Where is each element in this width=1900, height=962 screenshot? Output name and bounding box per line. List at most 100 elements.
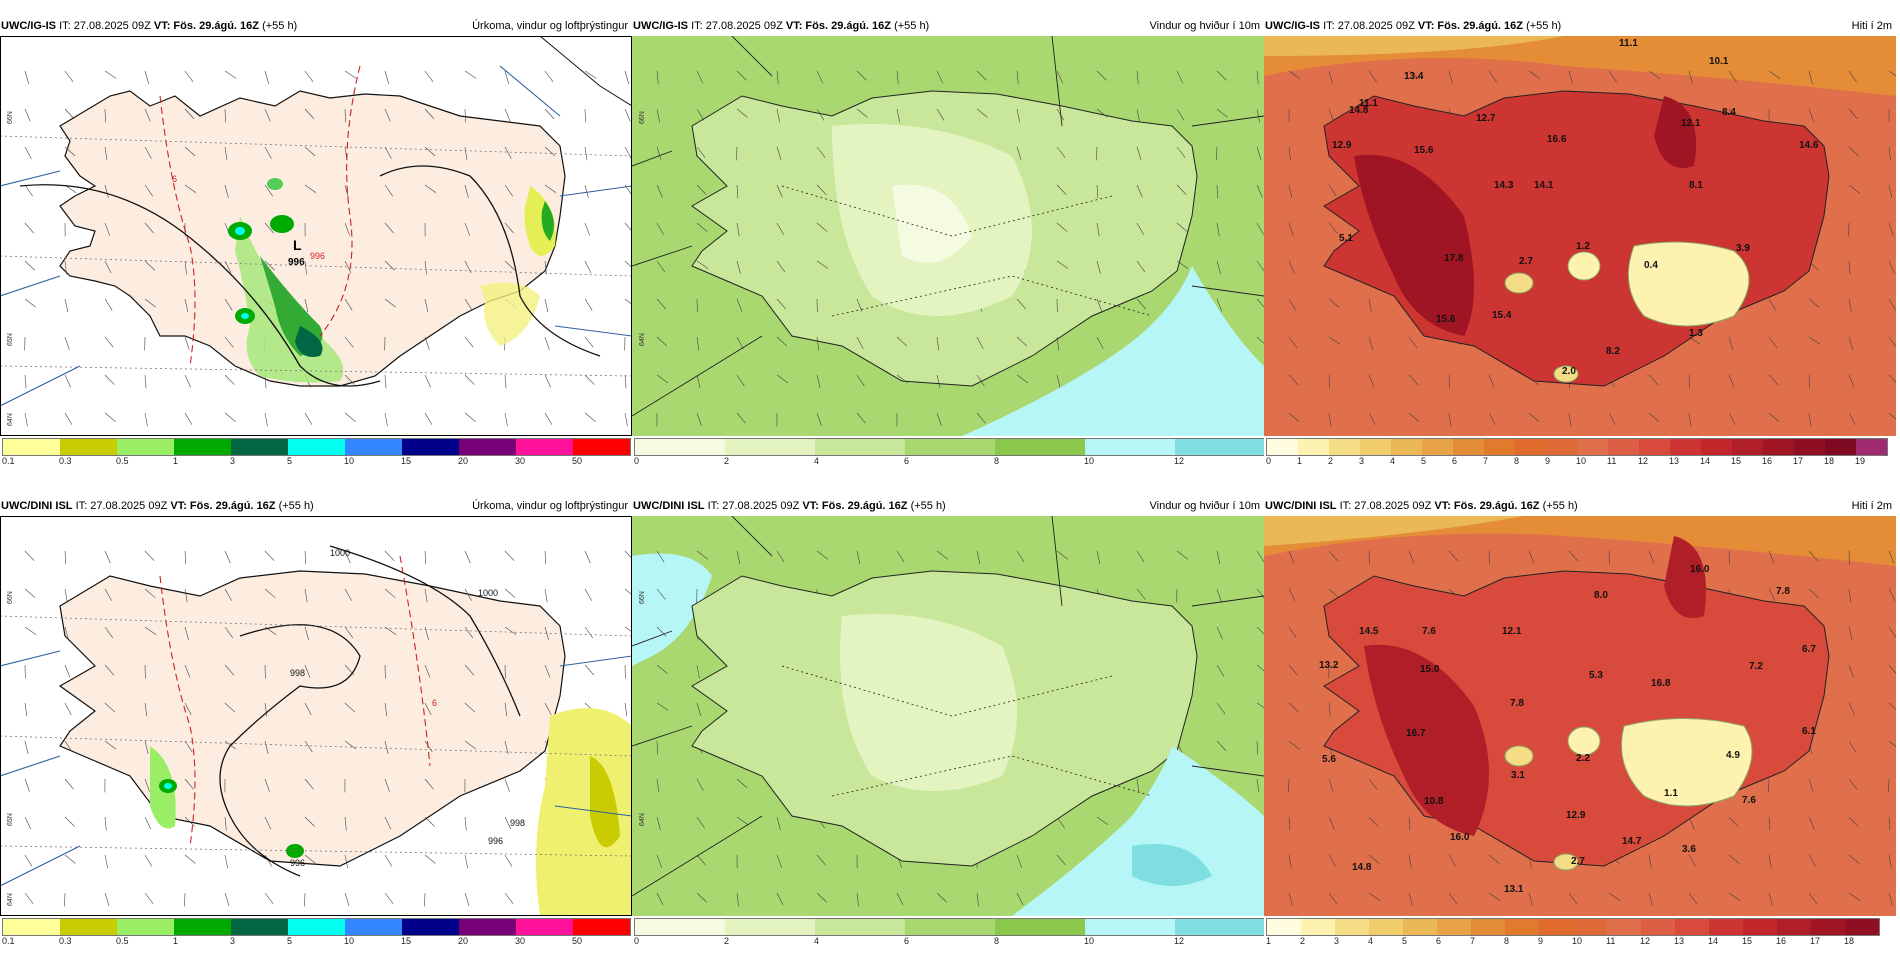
- wind-arrow: [224, 298, 233, 311]
- colorbar-tick: 4: [1368, 936, 1374, 946]
- wind-arrow: [464, 146, 468, 161]
- wind-arrow: [544, 298, 549, 313]
- temperature-label: 16.6: [1547, 134, 1567, 145]
- wind-arrow: [104, 412, 116, 422]
- wind-arrow: [1256, 550, 1264, 563]
- map-svg: 66N 64N: [632, 516, 1264, 916]
- wind-arrow: [624, 374, 627, 389]
- wind-arrow: [1328, 184, 1337, 197]
- wind-arrow: [184, 374, 191, 388]
- wind-arrow: [736, 778, 748, 789]
- colorbar-cell: [1335, 919, 1369, 935]
- precip-cell-core: [235, 227, 245, 235]
- wind-arrow: [104, 740, 116, 750]
- wind-arrow: [24, 892, 34, 904]
- colorbar-cell: [1608, 439, 1639, 455]
- wind-arrow: [1328, 702, 1331, 717]
- wind-arrow: [656, 108, 660, 123]
- wind-arrow: [224, 854, 228, 869]
- temperature-label: 15.0: [1420, 664, 1440, 675]
- colorbar-wind: 0 2 4 6 8 10 12: [632, 916, 1266, 950]
- colorbar-cell: [1085, 919, 1175, 935]
- isobar-label: 1000: [478, 588, 498, 598]
- panel-dini-wind: UWC/DINI ISL IT: 27.08.2025 09Z VT: Fös.…: [632, 496, 1266, 962]
- temperature-label: 3.1: [1511, 770, 1525, 781]
- lat-label: 64N: [7, 413, 14, 426]
- wind-arrow: [104, 702, 116, 713]
- wind-arrow: [1688, 412, 1692, 427]
- colorbar-cell: [1175, 919, 1265, 935]
- wind-arrow: [384, 588, 396, 598]
- wind-arrow: [384, 626, 397, 635]
- wind-arrow: [1408, 550, 1415, 564]
- wind-arrow: [344, 260, 352, 274]
- wind-arrow: [584, 550, 591, 564]
- wind-arrow: [896, 336, 908, 347]
- wind-arrow: [144, 146, 152, 159]
- init-time: IT: 27.08.2025 09Z: [1339, 500, 1432, 512]
- colorbar-tick: 0: [634, 936, 640, 946]
- wind-arrow: [304, 816, 315, 827]
- wind-arrow: [424, 664, 431, 678]
- temperature-label: 13.1: [1504, 884, 1524, 895]
- wind-arrow: [1216, 550, 1221, 565]
- temperature-label: 11.1: [1619, 38, 1638, 49]
- colorbar-cell: [1573, 919, 1607, 935]
- wind-arrow: [264, 588, 276, 598]
- isobar-black: [379, 165, 601, 357]
- panel-title: Úrkoma, vindur og loftþrýstingur: [472, 500, 628, 512]
- panel-title: Vindur og hviður í 10m: [1149, 500, 1260, 512]
- colorbar-tick: 12: [1174, 456, 1185, 466]
- wind-arrow: [1016, 854, 1022, 868]
- colorbar-cell: [288, 919, 345, 935]
- wind-arrow: [1176, 184, 1187, 195]
- colorbar-tick: 10: [1576, 456, 1587, 466]
- wind-arrow: [1216, 626, 1223, 640]
- wind-arrow: [384, 184, 393, 197]
- precip-core-east: [590, 756, 620, 848]
- wind-arrow: [144, 892, 154, 904]
- lat-label: 64N: [639, 813, 646, 826]
- colorbar-cell: [174, 439, 231, 455]
- wind-arrow: [504, 664, 506, 679]
- wind-arrow: [1848, 374, 1855, 388]
- isobar-label: 998: [290, 668, 305, 678]
- wind-arrow: [1136, 222, 1144, 235]
- wind-arrow: [1888, 336, 1896, 348]
- colorbar-cell: [905, 919, 995, 935]
- wind-arrow: [936, 550, 948, 560]
- wind-arrow: [656, 146, 662, 160]
- wind-arrow: [464, 702, 476, 713]
- wind-arrow: [464, 892, 470, 906]
- wind-arrow: [1608, 892, 1621, 901]
- wind-arrow: [1328, 550, 1339, 562]
- wind-arrow: [1096, 108, 1108, 118]
- wind-arrow: [1216, 664, 1225, 677]
- panel-header: UWC/DINI ISL IT: 27.08.2025 09Z VT: Fös.…: [0, 496, 632, 516]
- wind-arrow: [976, 108, 988, 118]
- wind-arrow: [1768, 588, 1776, 602]
- wind-arrow: [1216, 260, 1221, 275]
- colorbar-tick: 2: [724, 456, 730, 466]
- wind-arrow: [736, 550, 741, 565]
- wind-arrow: [1808, 108, 1814, 122]
- wind-arrow: [1016, 146, 1022, 160]
- temperature-label: 5.6: [1322, 754, 1336, 765]
- wind-arrow: [656, 550, 665, 563]
- isobar-label: 996: [310, 251, 325, 261]
- colorbar-cell: [516, 919, 573, 935]
- wind-arrow: [1408, 412, 1420, 423]
- colorbar-tick: 15: [1731, 456, 1742, 466]
- wind-arrow: [816, 146, 826, 158]
- wind-arrow: [304, 664, 311, 678]
- wind-arrow: [696, 336, 700, 351]
- wind-arrow: [344, 816, 347, 831]
- latitude-lines: [781, 665, 1153, 797]
- lat-label: 64N: [639, 333, 646, 346]
- model-name: UWC/IG-IS: [633, 20, 688, 32]
- wind-arrow: [264, 260, 275, 271]
- wind-arrow: [1328, 412, 1332, 427]
- wind-arrow: [344, 550, 351, 564]
- wind-arrow: [24, 588, 36, 598]
- wind-arrow: [696, 70, 704, 84]
